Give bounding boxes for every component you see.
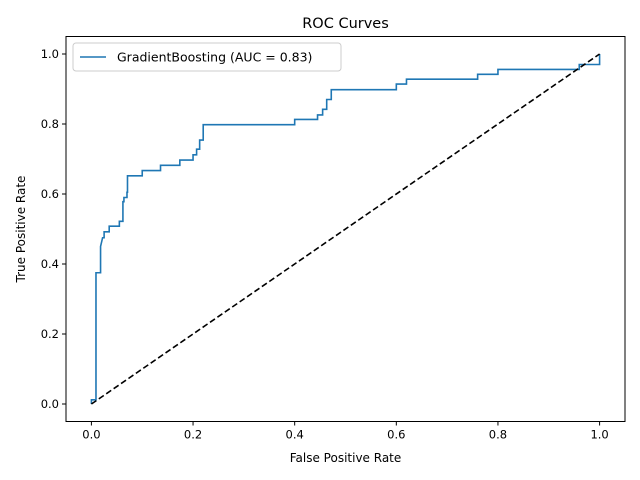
y-tick-label: 0.6 <box>41 187 59 201</box>
chart-title: ROC Curves <box>302 16 389 32</box>
x-tick-label: 0.8 <box>489 428 507 442</box>
roc-curve-line <box>90 54 601 404</box>
y-tick-label: 0.0 <box>41 397 59 411</box>
plot-frame <box>65 36 626 422</box>
x-tick-label: 0.4 <box>286 428 304 442</box>
x-tick-label: 0.0 <box>82 428 100 442</box>
chance-diagonal-line <box>90 53 601 405</box>
plot-series <box>90 53 601 405</box>
x-tick-label: 0.6 <box>387 428 405 442</box>
x-axis-ticks: 0.0 0.2 0.4 0.6 0.8 1.0 <box>82 421 609 442</box>
x-tick-label: 0.2 <box>184 428 202 442</box>
legend: GradientBoosting (AUC = 0.83) <box>72 42 342 72</box>
legend-label-gradientboosting: GradientBoosting (AUC = 0.83) <box>117 50 312 65</box>
y-tick-label: 1.0 <box>41 47 59 61</box>
y-axis-label: True Positive Rate <box>14 176 28 284</box>
y-axis-ticks: 0.0 0.2 0.4 0.6 0.8 1.0 <box>41 47 66 411</box>
x-axis-label: False Positive Rate <box>290 451 402 465</box>
y-tick-label: 0.8 <box>41 117 59 131</box>
legend-box <box>72 42 342 72</box>
y-tick-label: 0.2 <box>41 327 59 341</box>
y-tick-label: 0.4 <box>41 257 59 271</box>
x-tick-label: 1.0 <box>590 428 608 442</box>
